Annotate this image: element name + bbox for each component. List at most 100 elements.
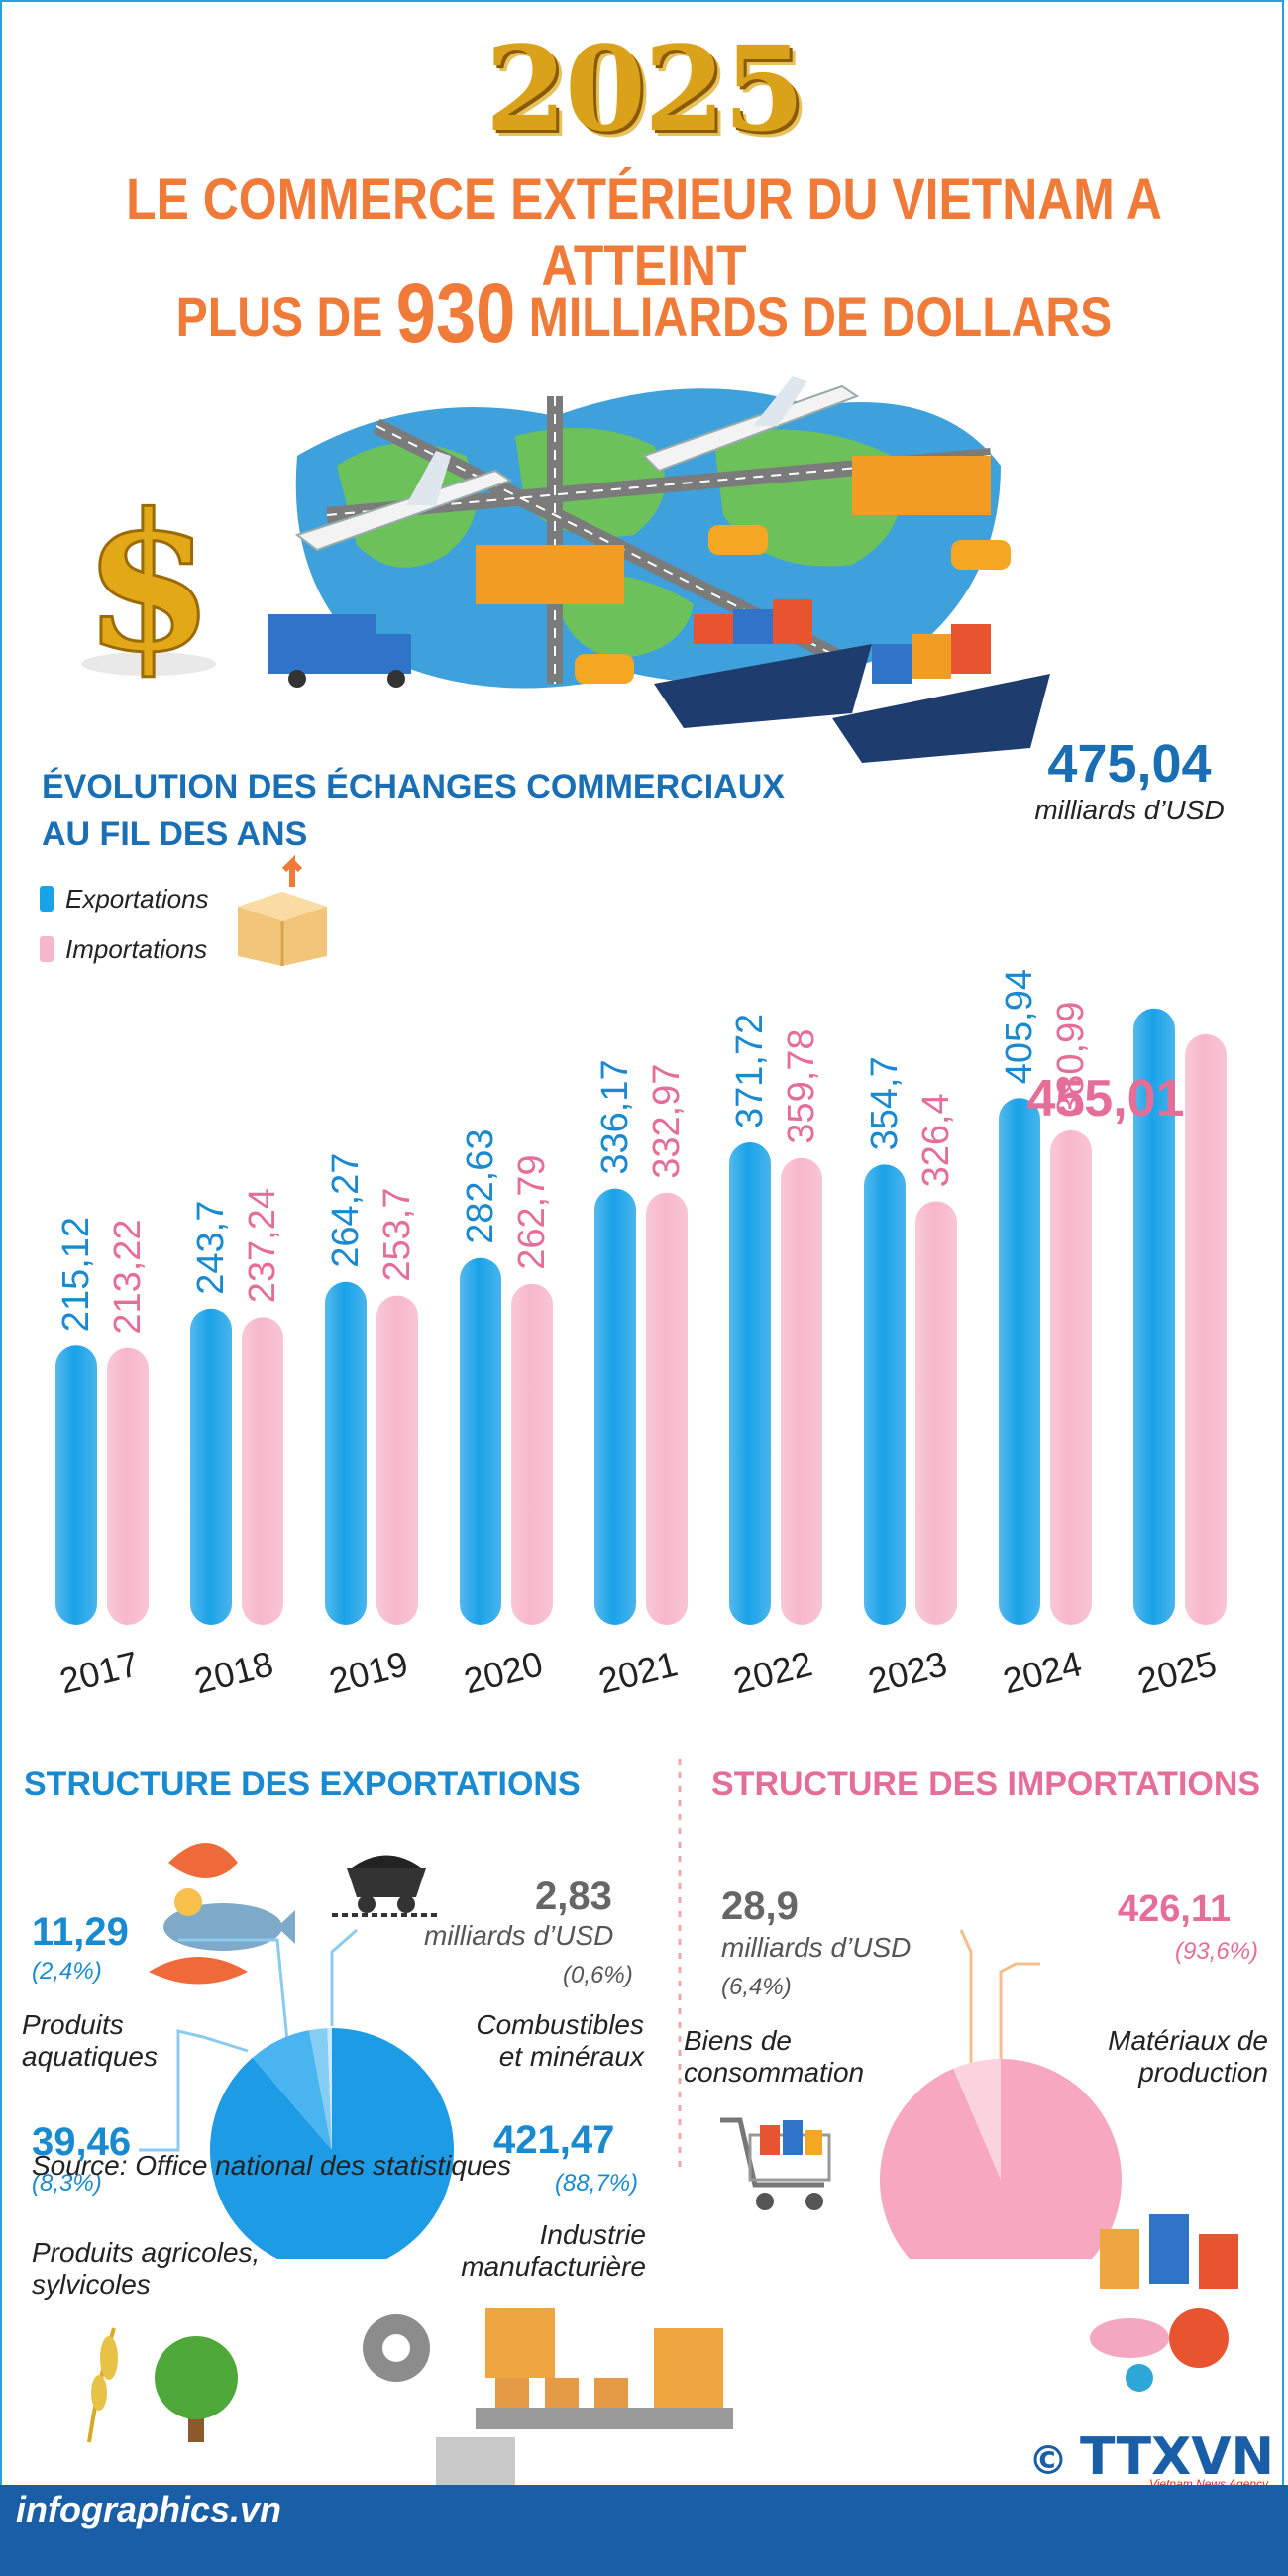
airplane-icon <box>294 376 860 552</box>
legend-label-imports: Importations <box>65 934 208 964</box>
legend-swatch-exports <box>40 886 54 912</box>
export-bar-2025 <box>1133 1008 1175 1625</box>
ttxvn-logo: © TTXVN <box>1028 2427 1274 2487</box>
svg-text:$: $ <box>83 473 214 694</box>
import-value-label-2024: 380,99 <box>1050 1002 1092 1117</box>
footer-url[interactable]: infographics.vn <box>16 2489 282 2529</box>
export-agri-value: 39,46 <box>32 2120 131 2165</box>
export-leader-line-0 <box>330 1928 358 2026</box>
import-prod-label-l2: production <box>1138 2057 1268 2088</box>
import-leader-line-1 <box>999 1962 1040 2059</box>
imports-pie-chart <box>880 1929 1122 2259</box>
export-aqua-label-l1: Produits <box>22 2009 124 2040</box>
export-bar-2020 <box>460 1257 501 1625</box>
year-tick-2019: 2019 <box>325 1643 412 1701</box>
import-value-label-2021: 332,97 <box>646 1064 688 1179</box>
year-title: 2025 <box>484 20 805 158</box>
import-cons-amount: 28,9 <box>721 1884 799 1928</box>
year-tick-2020: 2020 <box>460 1643 547 1701</box>
import-bar-2018 <box>242 1317 283 1625</box>
import-bar-2022 <box>781 1157 822 1625</box>
import-value-label-2023: 326,4 <box>915 1093 957 1187</box>
headline-line1: LE COMMERCE EXTÉRIEUR DU VIETNAM A ATTEI… <box>126 167 1162 298</box>
import-bar-2020 <box>511 1283 553 1625</box>
headline-line2: PLUS DE 930 MILLIARDS DE DOLLARS <box>90 266 1198 362</box>
export-agri-amount: 39,46 <box>32 2120 132 2164</box>
export-manu-amount: 421,47 <box>493 2118 615 2162</box>
export-manu-label-l1: Industrie <box>539 2219 646 2250</box>
exports-section-title: STRUCTURE DES EXPORTATIONS <box>24 1766 581 1803</box>
total-export-value: 475,04 <box>1047 734 1212 794</box>
export-agri-label: Produits agricoles, sylvicoles <box>32 2237 260 2301</box>
import-cons-label-l2: consommation <box>684 2057 865 2088</box>
chart-title-line2: AU FIL DES ANS <box>42 815 308 853</box>
headline-total: 930 <box>395 267 516 360</box>
import-bar-2019 <box>376 1295 418 1625</box>
export-agri-label-l1: Produits agricoles, <box>32 2237 261 2268</box>
import-bar-2025 <box>1185 1033 1227 1625</box>
shopping-cart-icon <box>720 2117 831 2210</box>
copyright-symbol: © <box>1028 2438 1068 2484</box>
import-leader-line-0 <box>959 1929 973 2063</box>
import-bar-2024 <box>1050 1129 1092 1625</box>
world-map <box>295 388 1001 689</box>
chart-title-line1: ÉVOLUTION DES ÉCHANGES COMMERCIAUX <box>42 768 785 805</box>
import-prod-pct: (93,6%) <box>1175 1938 1259 1965</box>
year-tick-2025: 2025 <box>1133 1643 1221 1701</box>
year-tick-2022: 2022 <box>729 1643 816 1701</box>
import-prod-label: Matériaux de production <box>1030 2025 1268 2089</box>
headline-suffix: MILLIARDS DE DOLLARS <box>515 285 1113 348</box>
import-cons-pct: (6,4%) <box>721 1974 792 2000</box>
import-prod-amount: 426,11 <box>1118 1888 1232 1930</box>
export-fuel-label: Combustibles et minéraux <box>458 2009 644 2073</box>
year-tick-2018: 2018 <box>190 1643 277 1701</box>
export-bar-2024 <box>999 1098 1040 1625</box>
import-value-label-2019: 253,7 <box>376 1188 418 1282</box>
export-manu-label-l2: manufacturière <box>461 2251 646 2282</box>
export-fuel-value: 2,83 <box>535 1875 612 1919</box>
export-value-label-2024: 405,94 <box>999 969 1040 1084</box>
import-value-label-2022: 359,78 <box>781 1028 822 1143</box>
year-tick-2024: 2024 <box>999 1643 1086 1701</box>
export-aqua-pct: (2,4%) <box>32 1958 102 1985</box>
legend-swatch-imports <box>40 936 54 962</box>
import-value-label-2020: 262,79 <box>511 1155 553 1270</box>
export-bar-2022 <box>729 1142 771 1625</box>
import-pie-slice-1 <box>953 2059 1001 2180</box>
export-bar-2019 <box>325 1281 367 1625</box>
export-bar-2021 <box>594 1188 636 1625</box>
trade-bar-chart: 215,12 213,22 2017 243,7 237,24 2018 264,27 253… <box>55 969 1227 1701</box>
section-divider <box>678 1759 682 2175</box>
export-value-label-2021: 336,17 <box>594 1059 636 1174</box>
headline-prefix: PLUS DE <box>175 285 396 348</box>
factory-conveyor-icon <box>363 2308 733 2492</box>
export-pie-slice-0 <box>210 2028 454 2259</box>
chart-title: ÉVOLUTION DES ÉCHANGES COMMERCIAUX AU FI… <box>42 763 785 858</box>
export-fuel-amount: 2,83 <box>535 1875 612 1918</box>
export-bar-2017 <box>55 1345 97 1625</box>
year-tick-2021: 2021 <box>594 1643 682 1701</box>
import-cons-unit: milliards d’USD <box>721 1932 912 1963</box>
import-cons-label: Biens de consommation <box>684 2025 864 2089</box>
legend-imports: Importations <box>40 934 207 965</box>
thread-spools-icon <box>1090 2214 1238 2392</box>
export-leader-line-2 <box>139 2029 249 2152</box>
export-agri-label-l2: sylvicoles <box>32 2269 151 2300</box>
export-fuel-label-l1: Combustibles <box>476 2009 644 2040</box>
import-bar-2021 <box>646 1192 688 1625</box>
export-bar-2023 <box>864 1164 906 1625</box>
import-prod-label-l1: Matériaux de <box>1108 2025 1268 2056</box>
export-leader-line-1 <box>178 1938 289 2042</box>
logo-text: TTXVN <box>1080 2427 1274 2487</box>
year-tick-2017: 2017 <box>55 1643 143 1701</box>
export-manu-label: Industrie manufacturière <box>426 2219 646 2283</box>
export-agri-pct: (8,3%) <box>32 2170 102 2197</box>
gift-box-icon <box>238 854 327 966</box>
export-value-label-2022: 371,72 <box>729 1014 771 1128</box>
import-bar-2023 <box>915 1201 957 1625</box>
total-export-unit: milliards d’USD <box>1034 795 1225 825</box>
export-aqua-label-l2: aquatiques <box>22 2041 159 2072</box>
source-note: Source: Office national des statistiques <box>32 2150 512 2181</box>
footer-bar <box>0 2485 1288 2576</box>
